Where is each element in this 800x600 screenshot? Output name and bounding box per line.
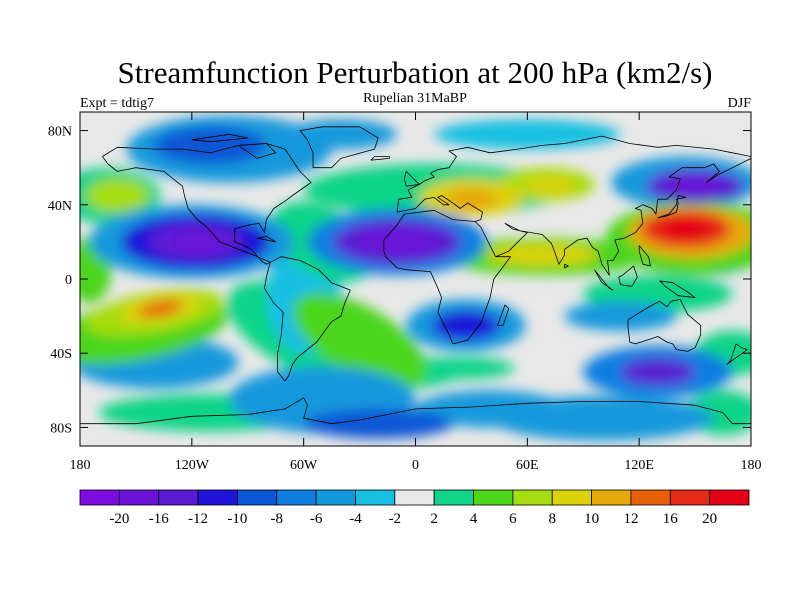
colorbar: -20 -16 -12 -10 -8 -6 -4 -2 2 4 6 8 10 12 16 20 xyxy=(79,489,750,527)
colorbar-swatch xyxy=(237,489,278,506)
contour-region xyxy=(523,176,576,196)
x-tick-label: 0 xyxy=(412,458,419,473)
coastline xyxy=(659,280,696,299)
colorbar-swatch xyxy=(551,489,592,506)
contour-region xyxy=(285,119,397,150)
x-tick-label: 180 xyxy=(70,458,91,473)
contour-region xyxy=(445,188,498,211)
colorbar-swatch xyxy=(709,489,750,506)
x-tick-label: 60E xyxy=(516,458,539,473)
coastline xyxy=(564,263,569,269)
x-tick-label: 180 xyxy=(741,458,762,473)
colorbar-label: 20 xyxy=(702,511,717,527)
y-tick-label: 40S xyxy=(50,347,72,362)
colorbar-swatch xyxy=(512,489,553,506)
coastline xyxy=(191,133,249,143)
colorbar-swatch xyxy=(197,489,238,506)
y-tick-label: 80S xyxy=(50,421,72,436)
coastline xyxy=(264,256,351,382)
colorbar-swatch xyxy=(118,489,160,506)
experiment-label: Expt = tdtig7 xyxy=(80,96,154,111)
colorbar-label: -6 xyxy=(310,511,323,527)
chart-subtitle: Rupelian 31MaBP xyxy=(363,91,467,106)
contour-region xyxy=(564,301,677,331)
contour-region xyxy=(169,230,222,253)
colorbar-swatch xyxy=(591,489,632,506)
coastline xyxy=(299,126,379,169)
coastline xyxy=(618,265,638,287)
coastline xyxy=(594,269,614,291)
contour-region xyxy=(138,300,183,317)
colorbar-label: 16 xyxy=(663,511,679,527)
season-label: DJF xyxy=(728,96,752,111)
contour-region xyxy=(292,292,427,388)
contour-region xyxy=(669,176,722,196)
contour-region xyxy=(303,408,453,439)
coastline xyxy=(396,195,484,222)
contour-region xyxy=(490,395,714,441)
coastline xyxy=(396,135,751,213)
coastline xyxy=(238,143,277,159)
colorbar-label: 10 xyxy=(584,511,599,527)
coastline xyxy=(370,156,390,161)
colorbar-label: -12 xyxy=(188,511,208,527)
colorbar-label: -20 xyxy=(109,511,129,527)
colorbar-label: 6 xyxy=(509,511,517,527)
contour-region xyxy=(85,178,149,213)
colorbar-label: -4 xyxy=(349,511,362,527)
coastline xyxy=(403,170,420,187)
colorbar-swatch xyxy=(630,489,671,506)
contour-region xyxy=(359,228,435,255)
y-tick-label: 0 xyxy=(65,273,72,288)
colorbar-label: -10 xyxy=(227,511,247,527)
chart-title: Streamfunction Perturbation at 200 hPa (… xyxy=(118,55,713,90)
colorbar-swatch xyxy=(158,489,199,506)
contour-region xyxy=(486,243,599,266)
contour-region xyxy=(432,310,500,341)
y-tick-label: 40N xyxy=(48,199,72,214)
y-tick-label: 80N xyxy=(48,125,72,140)
colorbar-swatch xyxy=(315,489,356,506)
colorbar-label: -16 xyxy=(149,511,169,527)
x-tick-label: 120E xyxy=(624,458,654,473)
y-axis: 80N 40N 0 40S 80S xyxy=(48,125,751,436)
coastline xyxy=(638,245,651,267)
x-axis: 180 120W 60W 0 60E 120E 180 xyxy=(70,112,762,473)
colorbar-swatch xyxy=(79,489,120,506)
coastline xyxy=(495,158,751,276)
coastline xyxy=(80,397,751,425)
colorbar-label: 12 xyxy=(623,511,638,527)
coastline xyxy=(497,304,510,326)
colorbar-label: -2 xyxy=(389,511,402,527)
coastline xyxy=(257,235,277,243)
colorbar-swatch xyxy=(394,489,435,506)
colorbar-swatch xyxy=(433,489,474,506)
contour-region xyxy=(154,126,267,164)
coastline xyxy=(627,298,702,352)
colorbar-label: 4 xyxy=(470,511,478,527)
contour-field xyxy=(80,115,751,441)
contour-region xyxy=(620,358,696,385)
colorbar-label: 2 xyxy=(430,511,438,527)
map-panel xyxy=(80,112,751,446)
colorbar-swatch xyxy=(669,489,711,506)
x-tick-label: 120W xyxy=(175,458,210,473)
colorbar-label: -8 xyxy=(271,511,284,527)
colorbar-swatch xyxy=(473,489,514,506)
contour-region xyxy=(434,119,621,150)
coastline xyxy=(383,209,512,345)
contour-region xyxy=(409,357,515,380)
x-tick-label: 60W xyxy=(290,458,318,473)
coastlines xyxy=(80,126,751,425)
colorbar-label: 8 xyxy=(548,511,556,527)
coastline xyxy=(726,343,748,365)
colorbar-swatch xyxy=(276,489,317,506)
coastline xyxy=(657,195,687,219)
colorbar-swatch xyxy=(355,489,396,506)
contour-region xyxy=(659,217,712,240)
